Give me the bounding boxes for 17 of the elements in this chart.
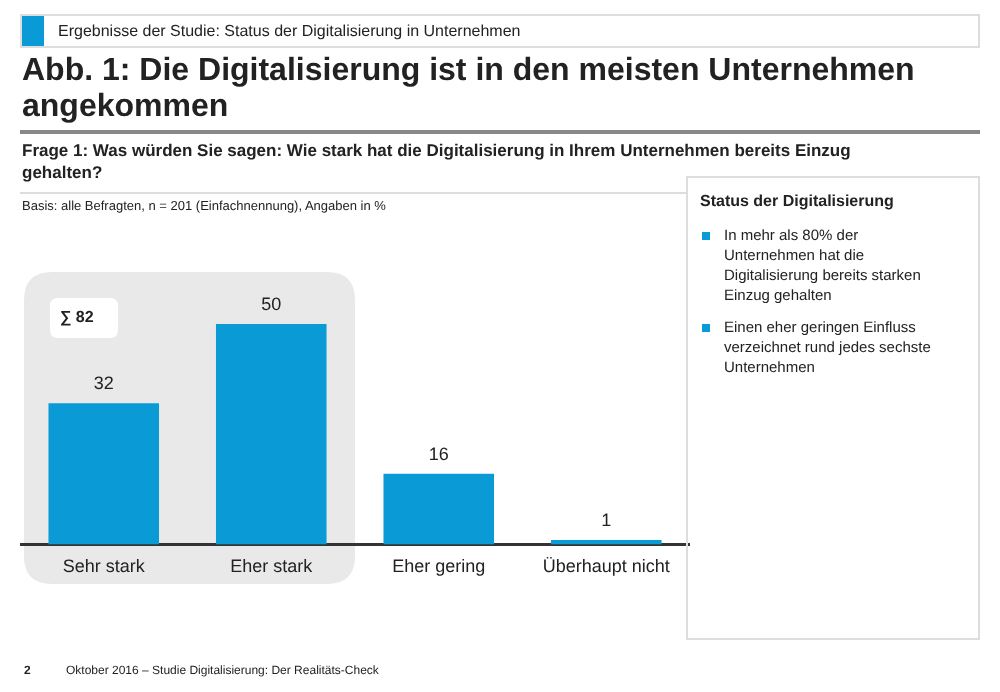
bar	[383, 473, 495, 545]
data-label: 1	[601, 509, 612, 530]
band-label: ∑ 82	[60, 308, 95, 327]
text: Status der Digitalisierung	[700, 192, 896, 212]
x-tick-label: Sehr stark	[62, 556, 146, 577]
data-label: 16	[428, 443, 449, 464]
bar	[215, 324, 327, 545]
bar	[550, 539, 662, 545]
text: Ergebnisse der Studie: Status der Digitalisierung in Unternehmen	[58, 20, 521, 44]
chart-subtitle: Frage 1: Was würden Sie sagen: Wie stark hat die Digitalisierung in Ihrem Unternehmen bereits Einzug gehalten?	[22, 140, 853, 184]
x-tick-label: Überhaupt nicht	[542, 556, 671, 577]
data-label: 50	[261, 293, 282, 314]
data-label: 32	[93, 373, 114, 394]
bar	[48, 403, 160, 545]
chart-title: Abb. 1: Die Digitalisierung ist in den meisten Unternehmen angekommen	[22, 54, 917, 126]
x-tick-label: Eher stark	[230, 556, 314, 577]
x-tick-label: Eher gering	[392, 556, 486, 577]
